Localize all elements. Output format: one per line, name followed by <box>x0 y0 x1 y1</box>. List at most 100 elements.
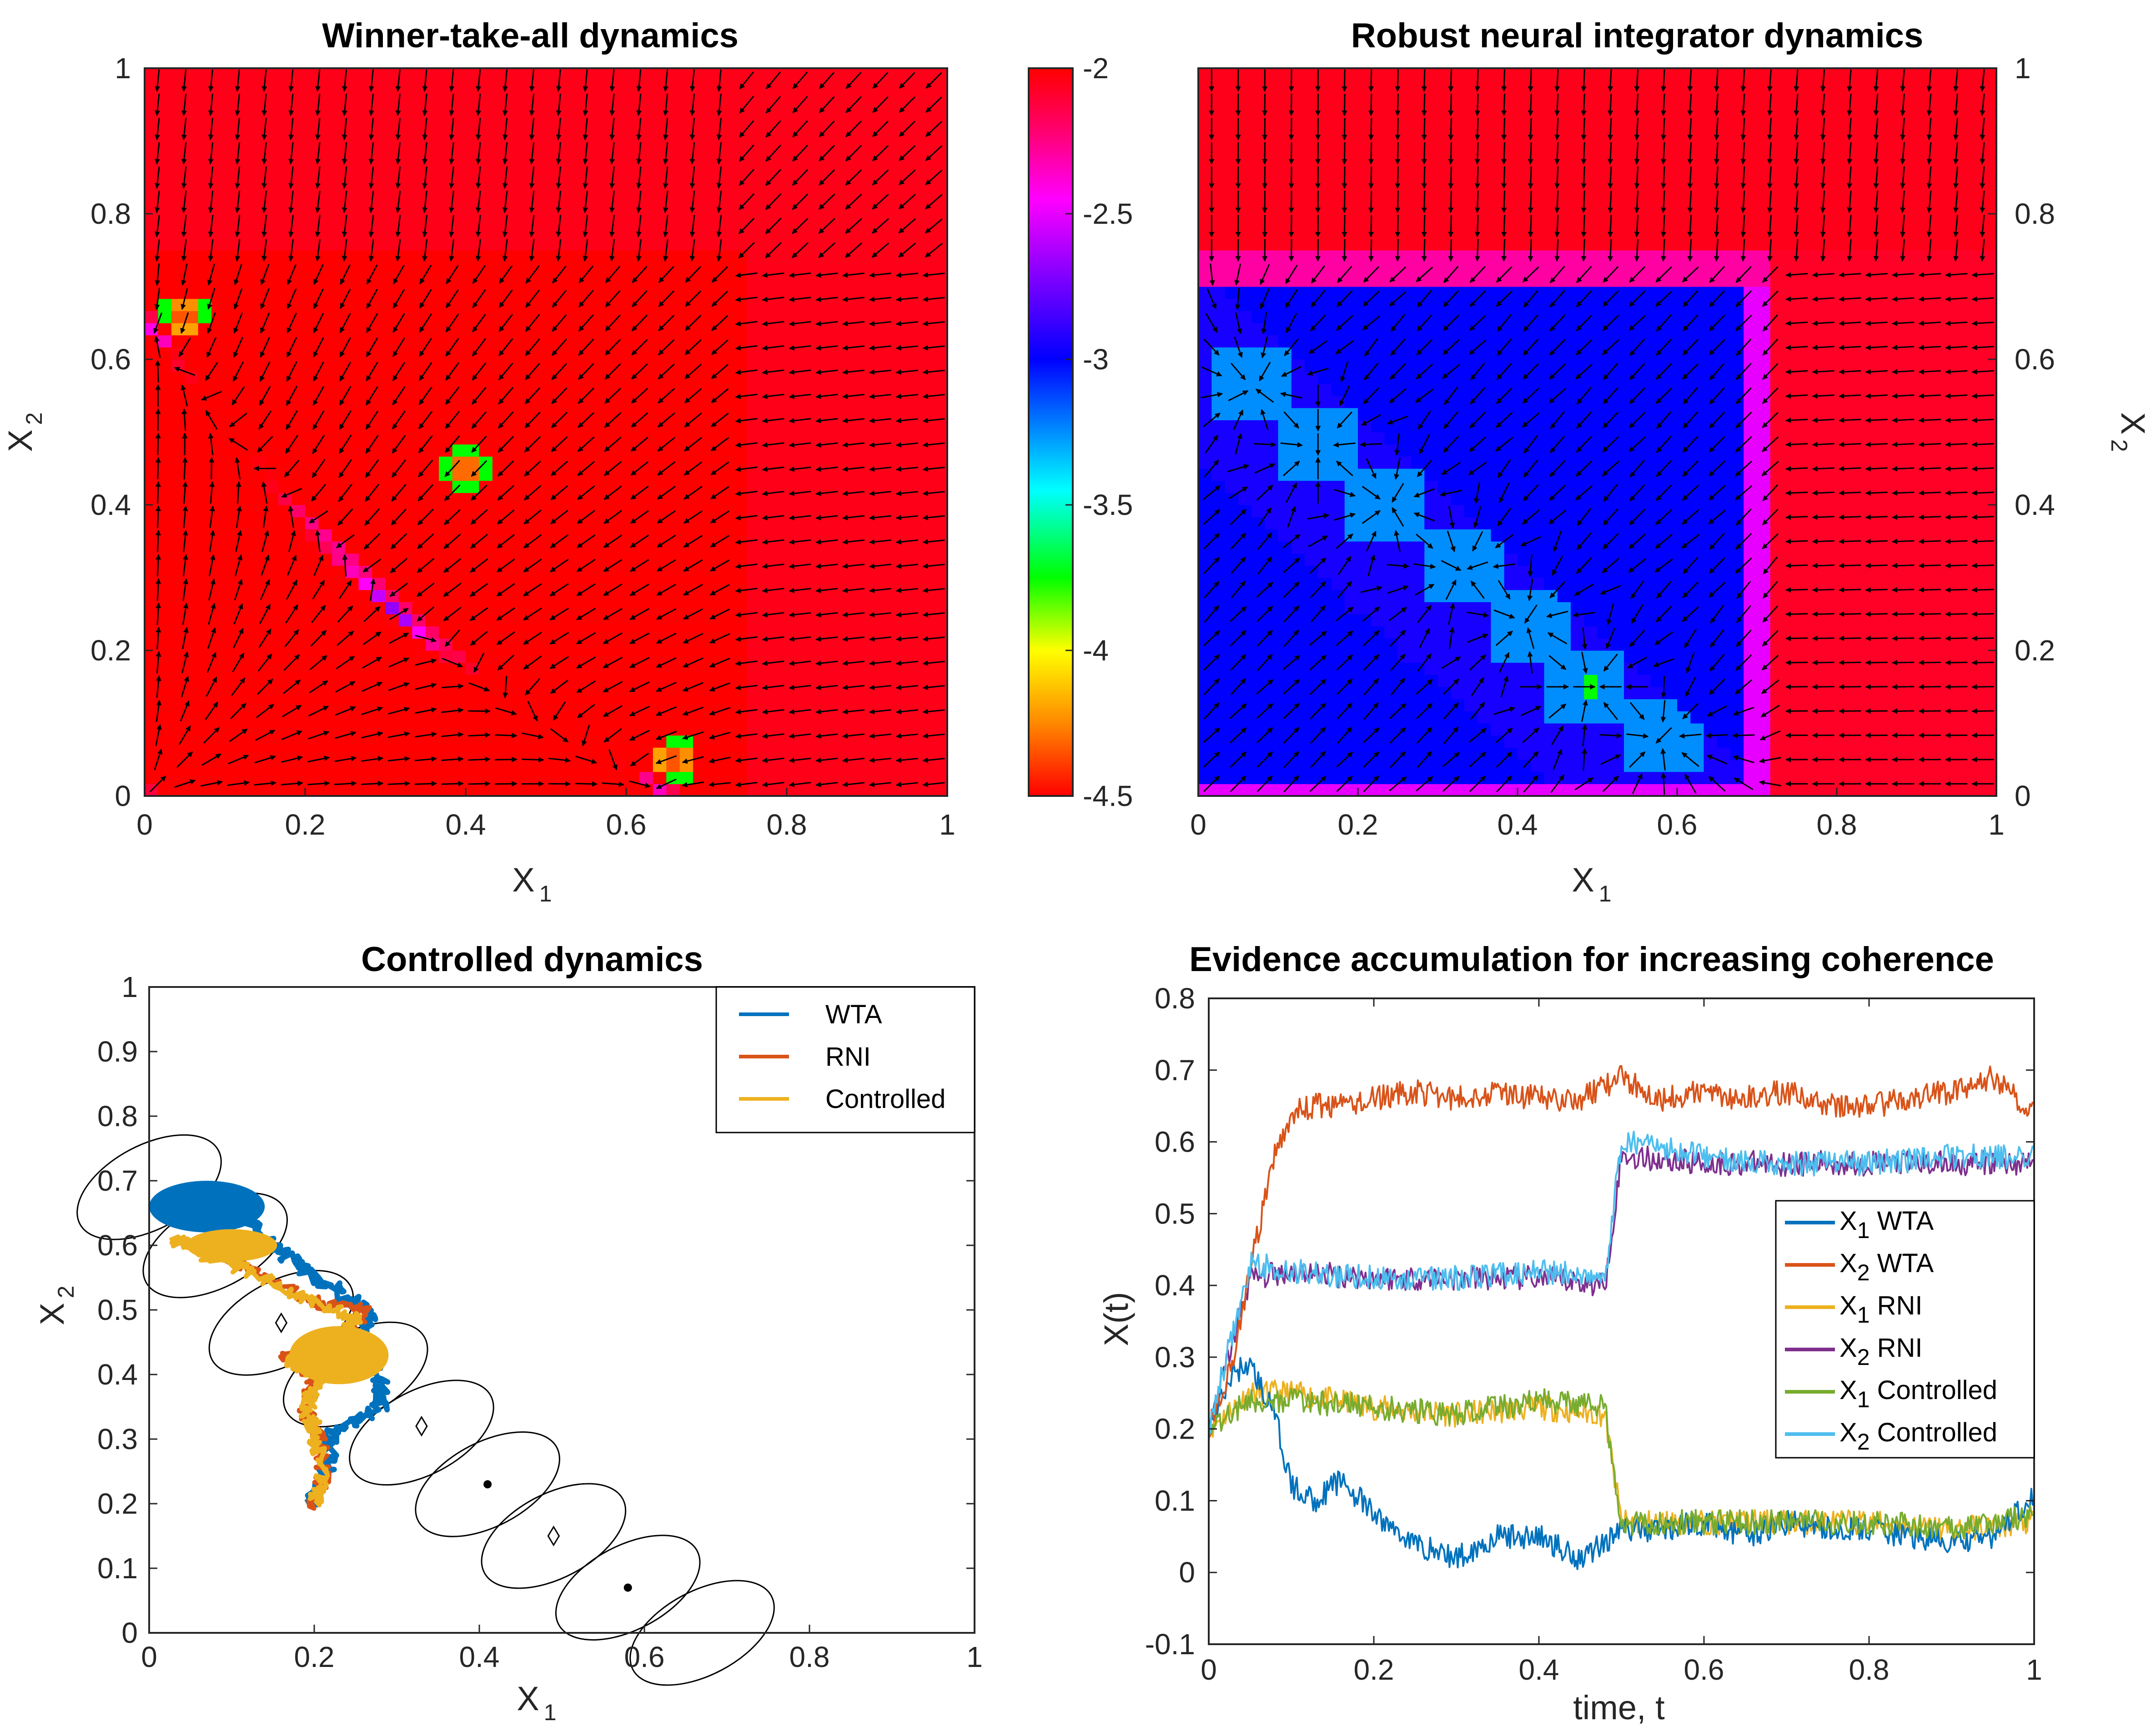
wta-heat-cell <box>599 711 613 724</box>
wta-heat-cell <box>198 480 212 493</box>
wta-heat-cell <box>479 226 493 238</box>
wta-heat-cell <box>318 493 332 505</box>
wta-heat-cell <box>706 638 720 651</box>
wta-heat-cell <box>840 311 854 323</box>
wta-heat-cell <box>439 711 453 724</box>
wta-heat-cell <box>733 565 747 578</box>
wta-heat-cell <box>840 771 854 784</box>
wta-heat-cell <box>787 371 801 384</box>
wta-heat-cell <box>412 505 426 518</box>
wta-heat-cell <box>907 493 921 505</box>
wta-heat-cell <box>787 408 801 420</box>
wta-heat-cell <box>546 408 560 420</box>
wta-heat-cell <box>479 747 493 760</box>
rni-heat-cell <box>1211 444 1226 457</box>
rni-heat-cell <box>1278 493 1292 505</box>
wta-heat-cell <box>840 371 854 384</box>
wta-heat-cell <box>854 553 868 566</box>
wta-heat-cell <box>318 383 332 396</box>
wta-heat-cell <box>894 784 908 796</box>
wta-heat-cell <box>506 105 520 117</box>
rni-heat-cell <box>1251 189 1265 202</box>
wta-heat-cell <box>827 505 841 518</box>
wta-heat-cell <box>533 226 547 238</box>
wta-heat-cell <box>305 626 319 639</box>
wta-heat-cell <box>238 626 252 639</box>
wta-heat-cell <box>291 589 306 602</box>
rni-heat-cell <box>1265 735 1279 748</box>
wta-heat-cell <box>813 784 827 796</box>
rni-heat-cell <box>1225 129 1239 141</box>
rni-heat-cell <box>1265 517 1279 529</box>
wta-heat-cell <box>211 505 226 518</box>
wta-heat-cell <box>706 432 720 445</box>
wta-heat-cell <box>185 432 199 445</box>
rni-heat-cell <box>1265 105 1279 117</box>
wta-heat-cell <box>854 662 868 675</box>
wta-heat-cell <box>425 311 439 323</box>
wta-heat-cell <box>372 116 386 129</box>
wta-heat-cell <box>626 638 640 651</box>
rni-heat-cell <box>1278 250 1292 263</box>
wta-heat-cell <box>145 287 159 299</box>
wta-heat-cell <box>599 760 613 772</box>
rni-heat-cell <box>1198 723 1212 736</box>
wta-heat-cell <box>358 650 372 663</box>
rni-heat-cell <box>1265 432 1279 445</box>
wta-heat-cell <box>934 201 948 214</box>
wta-heat-cell <box>760 711 774 724</box>
wta-heat-cell <box>425 408 439 420</box>
wta-heat-cell <box>706 565 720 578</box>
wta-heat-cell <box>291 480 306 493</box>
wta-heat-cell <box>305 383 319 396</box>
wta-heat-cell <box>813 468 827 481</box>
wta-heat-cell <box>158 432 172 445</box>
wta-heat-cell <box>626 578 640 590</box>
wta-heat-cell <box>586 189 600 202</box>
rni-heat-cell <box>1211 311 1226 323</box>
wta-heat-cell <box>452 771 466 784</box>
wta-heat-cell <box>533 116 547 129</box>
wta-heat-cell <box>813 699 827 711</box>
wta-heat-cell <box>251 287 266 299</box>
wta-heat-cell <box>265 189 279 202</box>
rni-heat-cell <box>1278 335 1292 347</box>
wta-heat-cell <box>533 298 547 311</box>
rni-heat-cell <box>1238 214 1252 227</box>
wta-heat-cell <box>840 141 854 154</box>
wta-heat-cell <box>398 68 412 81</box>
wta-heat-cell <box>358 662 372 675</box>
wta-heat-cell <box>171 68 185 81</box>
wta-heat-cell <box>345 274 359 287</box>
rni-heat-cell <box>1225 177 1239 190</box>
wta-heat-cell <box>291 189 306 202</box>
wta-heat-cell <box>171 456 185 469</box>
wta-heat-cell <box>787 298 801 311</box>
wta-heat-cell <box>827 383 841 396</box>
wta-heat-cell <box>546 262 560 275</box>
wta-heat-cell <box>305 675 319 687</box>
wta-heat-cell <box>452 214 466 227</box>
wta-heat-cell <box>573 699 587 711</box>
wta-heat-cell <box>439 480 453 493</box>
wta-heat-cell <box>265 226 279 238</box>
wta-heat-cell <box>158 493 172 505</box>
wta-heat-cell <box>198 262 212 275</box>
wta-heat-cell <box>653 699 667 711</box>
wta-heat-cell <box>719 129 734 141</box>
wta-heat-cell <box>425 444 439 457</box>
wta-heat-cell <box>398 359 412 372</box>
wta-heat-cell <box>372 165 386 178</box>
wta-heat-cell <box>185 456 199 469</box>
colorbar-tick-label: -3.5 <box>1083 488 1133 521</box>
rni-heat-cell <box>1291 444 1305 457</box>
wta-heat-cell <box>506 141 520 154</box>
wta-heat-cell <box>452 589 466 602</box>
rni-heat-cell <box>1211 250 1226 263</box>
wta-heat-cell <box>800 650 814 663</box>
wta-heat-cell <box>559 153 573 166</box>
wta-heat-cell <box>813 141 827 154</box>
wta-heat-cell <box>332 687 346 700</box>
wta-heat-cell <box>318 105 332 117</box>
wta-heat-cell <box>318 687 332 700</box>
